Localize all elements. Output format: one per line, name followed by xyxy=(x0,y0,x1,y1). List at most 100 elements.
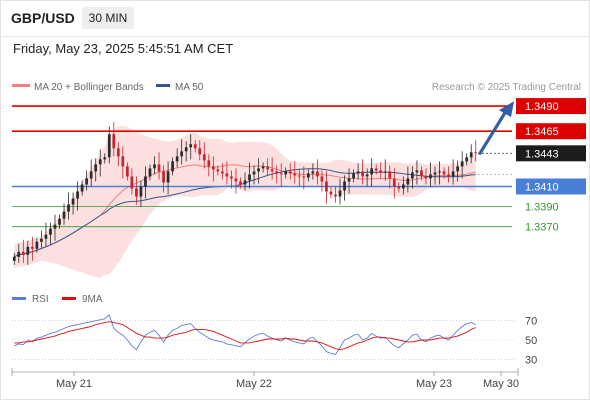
candle-body xyxy=(26,246,30,255)
chart-datetime: Friday, May 23, 2025 5:45:51 AM CET xyxy=(13,41,234,56)
candle-body xyxy=(252,171,256,175)
candle-body xyxy=(460,161,464,167)
candle-body xyxy=(239,181,242,185)
candle-body xyxy=(397,186,401,189)
candle-body xyxy=(334,194,337,197)
candle-body xyxy=(275,171,279,174)
candle-body xyxy=(284,171,288,175)
legend-label-ma20: MA 20 + Bollinger Bands xyxy=(34,82,144,93)
candle-body xyxy=(442,171,446,175)
rsi-tick-label: 70 xyxy=(525,316,537,328)
candle-body xyxy=(139,186,143,197)
support-label: 1.3390 xyxy=(525,202,559,214)
candle-body xyxy=(71,198,75,205)
candle-body xyxy=(374,168,378,171)
candle-body xyxy=(135,188,138,197)
resistance-label: 1.3465 xyxy=(525,126,559,138)
bollinger-band xyxy=(14,125,476,279)
candle-body xyxy=(35,241,39,249)
current-price-label: 1.3443 xyxy=(525,148,559,160)
candle-body xyxy=(85,178,89,185)
legend-swatch-ma20 xyxy=(12,84,30,87)
candle-body xyxy=(153,164,156,169)
candle-body xyxy=(230,176,233,179)
forecast-arrow-head xyxy=(499,101,514,118)
candle-body xyxy=(67,204,70,212)
candle-body xyxy=(392,178,396,187)
candle-body xyxy=(356,171,360,174)
pivot-label-box xyxy=(516,178,586,195)
candle-body xyxy=(420,170,423,177)
resistance-label-box xyxy=(516,98,586,115)
candle-body xyxy=(94,164,98,172)
candle-body xyxy=(411,172,414,179)
legend-label-ma50: MA 50 xyxy=(175,82,204,93)
candle-body xyxy=(451,171,455,177)
rsi-tick-label: 50 xyxy=(525,335,537,347)
candle-body xyxy=(44,234,48,239)
candle-body xyxy=(279,173,283,175)
candle-body xyxy=(320,176,324,182)
candle-body xyxy=(383,171,387,173)
candle-body xyxy=(112,134,116,149)
candle-body xyxy=(306,173,310,178)
candle-body xyxy=(447,174,450,177)
legend-label-rsi-ma: 9MA xyxy=(82,294,103,305)
candle-body xyxy=(216,169,220,172)
candle-body xyxy=(424,176,428,179)
candle-body xyxy=(148,168,152,177)
legend-label-rsi: RSI xyxy=(32,294,49,305)
candle-body xyxy=(89,171,93,179)
pivot-label: 1.3410 xyxy=(525,181,559,193)
candle-body xyxy=(388,171,392,179)
candle-body xyxy=(76,191,79,199)
candle-body xyxy=(31,246,34,249)
candle-body xyxy=(198,148,202,155)
candle-body xyxy=(293,173,297,176)
research-credit: Research © 2025 Trading Central xyxy=(432,82,581,93)
candle-body xyxy=(302,176,306,178)
candle-body xyxy=(58,218,61,225)
x-axis-label: May 23 xyxy=(416,378,452,390)
candle-body xyxy=(171,161,174,172)
candle-body xyxy=(433,172,437,175)
candle-body xyxy=(270,169,274,172)
candle-body xyxy=(316,171,319,177)
candle-body xyxy=(126,166,129,177)
candle-body xyxy=(49,228,52,235)
candle-body xyxy=(474,152,478,154)
x-axis-label: May 22 xyxy=(236,378,272,390)
rsi-tick-label: 30 xyxy=(525,354,537,366)
symbol-title: GBP/USD xyxy=(11,10,75,26)
candle-body xyxy=(370,168,374,175)
candle-body xyxy=(193,144,197,149)
x-axis-label: May 21 xyxy=(56,378,92,390)
candle-body xyxy=(166,171,170,183)
candle-body xyxy=(144,176,147,187)
candle-body xyxy=(347,178,351,182)
candle-body xyxy=(288,171,292,174)
rsi-line xyxy=(14,314,476,356)
resistance-label-box xyxy=(516,123,586,140)
candle-body xyxy=(189,144,193,148)
candle-body xyxy=(343,181,346,191)
candle-body xyxy=(406,178,410,185)
candle-body xyxy=(352,173,355,179)
candle-body xyxy=(365,174,369,177)
candle-body xyxy=(257,168,260,172)
rsi-ma-line xyxy=(14,321,476,351)
candle-body xyxy=(130,176,134,189)
candle-body xyxy=(225,173,229,177)
candle-body xyxy=(266,166,269,170)
candle-body xyxy=(325,181,328,192)
candle-body xyxy=(162,171,165,183)
candle-body xyxy=(261,166,265,169)
candle-body xyxy=(361,171,364,177)
candle-body xyxy=(80,184,84,192)
candle-body xyxy=(184,147,188,152)
candle-body xyxy=(62,211,66,219)
candle-body xyxy=(401,184,405,189)
candle-body xyxy=(415,170,419,173)
candle-body xyxy=(338,190,342,197)
interval-button[interactable]: 30 MIN xyxy=(82,7,134,29)
